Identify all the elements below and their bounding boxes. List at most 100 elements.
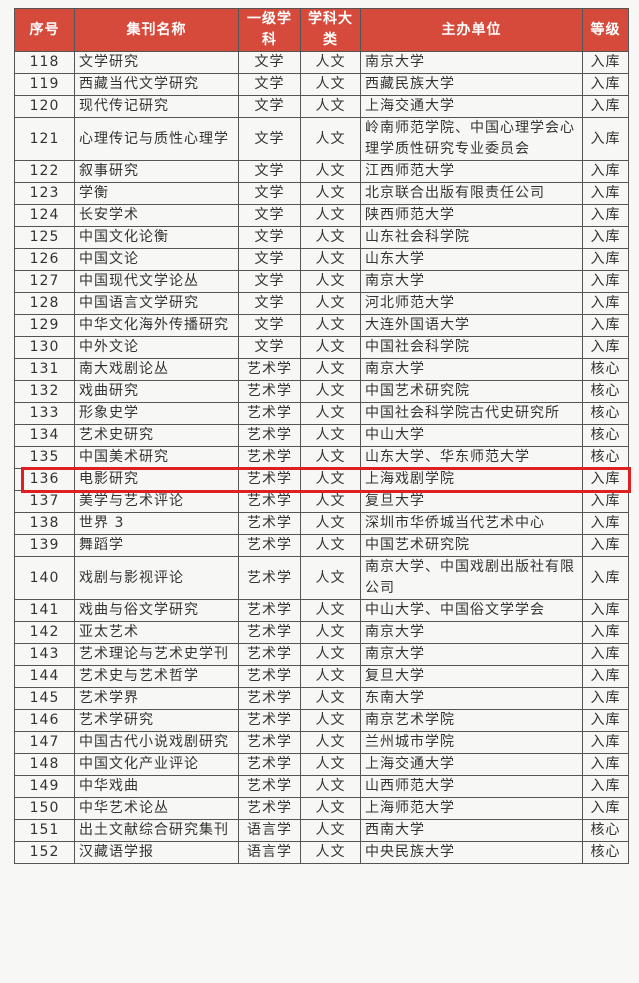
category: 人文: [300, 51, 361, 74]
journal-table: 序号 集刊名称 一级学科 学科大类 主办单位 等级 118 文学研究 文学 人文 南京大学 入库 11…: [14, 8, 629, 864]
journal-name: 叙事研究: [74, 160, 239, 183]
serial-number: 119: [14, 73, 75, 96]
table-body: 118 文学研究 文学 人文 南京大学 入库 119 西藏当代文学研究 文学 人文 西藏民族大学 入库…: [14, 51, 629, 864]
discipline: 文学: [238, 314, 301, 337]
category: 人文: [300, 314, 361, 337]
discipline: 文学: [238, 226, 301, 249]
grade: 核心: [582, 841, 629, 864]
sponsor: 上海交通大学: [360, 753, 583, 776]
discipline: 艺术学: [238, 358, 301, 381]
journal-name: 艺术理论与艺术史学刊: [74, 643, 239, 666]
sponsor: 江西师范大学: [360, 160, 583, 183]
sponsor: 复旦大学: [360, 490, 583, 513]
journal-name: 心理传记与质性心理学: [74, 117, 239, 161]
serial-number: 127: [14, 270, 75, 293]
discipline: 文学: [238, 73, 301, 96]
discipline: 艺术学: [238, 424, 301, 447]
sponsor: 陕西师范大学: [360, 204, 583, 227]
grade: 入库: [582, 643, 629, 666]
discipline: 艺术学: [238, 665, 301, 688]
grade: 入库: [582, 314, 629, 337]
sponsor: 上海师范大学: [360, 797, 583, 820]
discipline: 艺术学: [238, 599, 301, 622]
sponsor: 复旦大学: [360, 665, 583, 688]
sponsor: 中国艺术研究院: [360, 380, 583, 403]
table-row: 137 美学与艺术评论 艺术学 人文 复旦大学 入库: [14, 490, 629, 513]
grade: 入库: [582, 797, 629, 820]
category: 人文: [300, 468, 361, 491]
sponsor: 山东大学、华东师范大学: [360, 446, 583, 469]
grade: 核心: [582, 380, 629, 403]
category: 人文: [300, 226, 361, 249]
journal-name: 中外文论: [74, 336, 239, 359]
discipline: 艺术学: [238, 687, 301, 710]
sponsor: 西藏民族大学: [360, 73, 583, 96]
category: 人文: [300, 687, 361, 710]
grade: 入库: [582, 753, 629, 776]
grade: 入库: [582, 160, 629, 183]
journal-name: 舞蹈学: [74, 534, 239, 557]
sponsor: 大连外国语大学: [360, 314, 583, 337]
journal-name: 中华戏曲: [74, 775, 239, 798]
category: 人文: [300, 182, 361, 205]
journal-name: 艺术史研究: [74, 424, 239, 447]
discipline: 文学: [238, 248, 301, 271]
journal-name: 中国美术研究: [74, 446, 239, 469]
serial-number: 137: [14, 490, 75, 513]
journal-name: 艺术学界: [74, 687, 239, 710]
sponsor: 深圳市华侨城当代艺术中心: [360, 512, 583, 535]
serial-number: 126: [14, 248, 75, 271]
category: 人文: [300, 424, 361, 447]
category: 人文: [300, 204, 361, 227]
journal-name: 形象史学: [74, 402, 239, 425]
grade: 入库: [582, 226, 629, 249]
serial-number: 143: [14, 643, 75, 666]
journal-name: 艺术学研究: [74, 709, 239, 732]
table-row: 147 中国古代小说戏剧研究 艺术学 人文 兰州城市学院 入库: [14, 731, 629, 754]
journal-name: 中国文化论衡: [74, 226, 239, 249]
table-row: 121 心理传记与质性心理学 文学 人文 岭南师范学院、中国心理学会心理学质性研究专业委…: [14, 117, 629, 161]
header-cell: 序号: [14, 8, 75, 52]
journal-name: 世界 3: [74, 512, 239, 535]
table-row: 133 形象史学 艺术学 人文 中国社会科学院古代史研究所 核心: [14, 402, 629, 425]
journal-name: 现代传记研究: [74, 95, 239, 118]
discipline: 文学: [238, 336, 301, 359]
journal-name: 南大戏剧论丛: [74, 358, 239, 381]
discipline: 文学: [238, 160, 301, 183]
discipline: 文学: [238, 117, 301, 161]
serial-number: 125: [14, 226, 75, 249]
table-row: 122 叙事研究 文学 人文 江西师范大学 入库: [14, 160, 629, 183]
table-row: 151 出土文献综合研究集刊 语言学 人文 西南大学 核心: [14, 819, 629, 842]
serial-number: 128: [14, 292, 75, 315]
table-row: 146 艺术学研究 艺术学 人文 南京艺术学院 入库: [14, 709, 629, 732]
category: 人文: [300, 556, 361, 600]
table-row: 131 南大戏剧论丛 艺术学 人文 南京大学 核心: [14, 358, 629, 381]
table-row: 145 艺术学界 艺术学 人文 东南大学 入库: [14, 687, 629, 710]
journal-name: 长安学术: [74, 204, 239, 227]
table-row: 141 戏曲与俗文学研究 艺术学 人文 中山大学、中国俗文学学会 入库: [14, 599, 629, 622]
table-row: 123 学衡 文学 人文 北京联合出版有限责任公司 入库: [14, 182, 629, 205]
serial-number: 149: [14, 775, 75, 798]
journal-name: 汉藏语学报: [74, 841, 239, 864]
journal-name: 艺术史与艺术哲学: [74, 665, 239, 688]
sponsor: 中国社会科学院: [360, 336, 583, 359]
table-row: 120 现代传记研究 文学 人文 上海交通大学 入库: [14, 95, 629, 118]
table-row: 127 中国现代文学论丛 文学 人文 南京大学 入库: [14, 270, 629, 293]
grade: 入库: [582, 182, 629, 205]
grade: 入库: [582, 775, 629, 798]
table-row: 152 汉藏语学报 语言学 人文 中央民族大学 核心: [14, 841, 629, 864]
serial-number: 146: [14, 709, 75, 732]
grade: 入库: [582, 687, 629, 710]
table-row: 129 中华文化海外传播研究 文学 人文 大连外国语大学 入库: [14, 314, 629, 337]
sponsor: 南京大学: [360, 270, 583, 293]
serial-number: 129: [14, 314, 75, 337]
journal-name: 戏剧与影视评论: [74, 556, 239, 600]
grade: 入库: [582, 665, 629, 688]
sponsor: 中山大学: [360, 424, 583, 447]
grade: 入库: [582, 270, 629, 293]
category: 人文: [300, 248, 361, 271]
table-row: 135 中国美术研究 艺术学 人文 山东大学、华东师范大学 核心: [14, 446, 629, 469]
grade: 入库: [582, 621, 629, 644]
grade: 核心: [582, 402, 629, 425]
